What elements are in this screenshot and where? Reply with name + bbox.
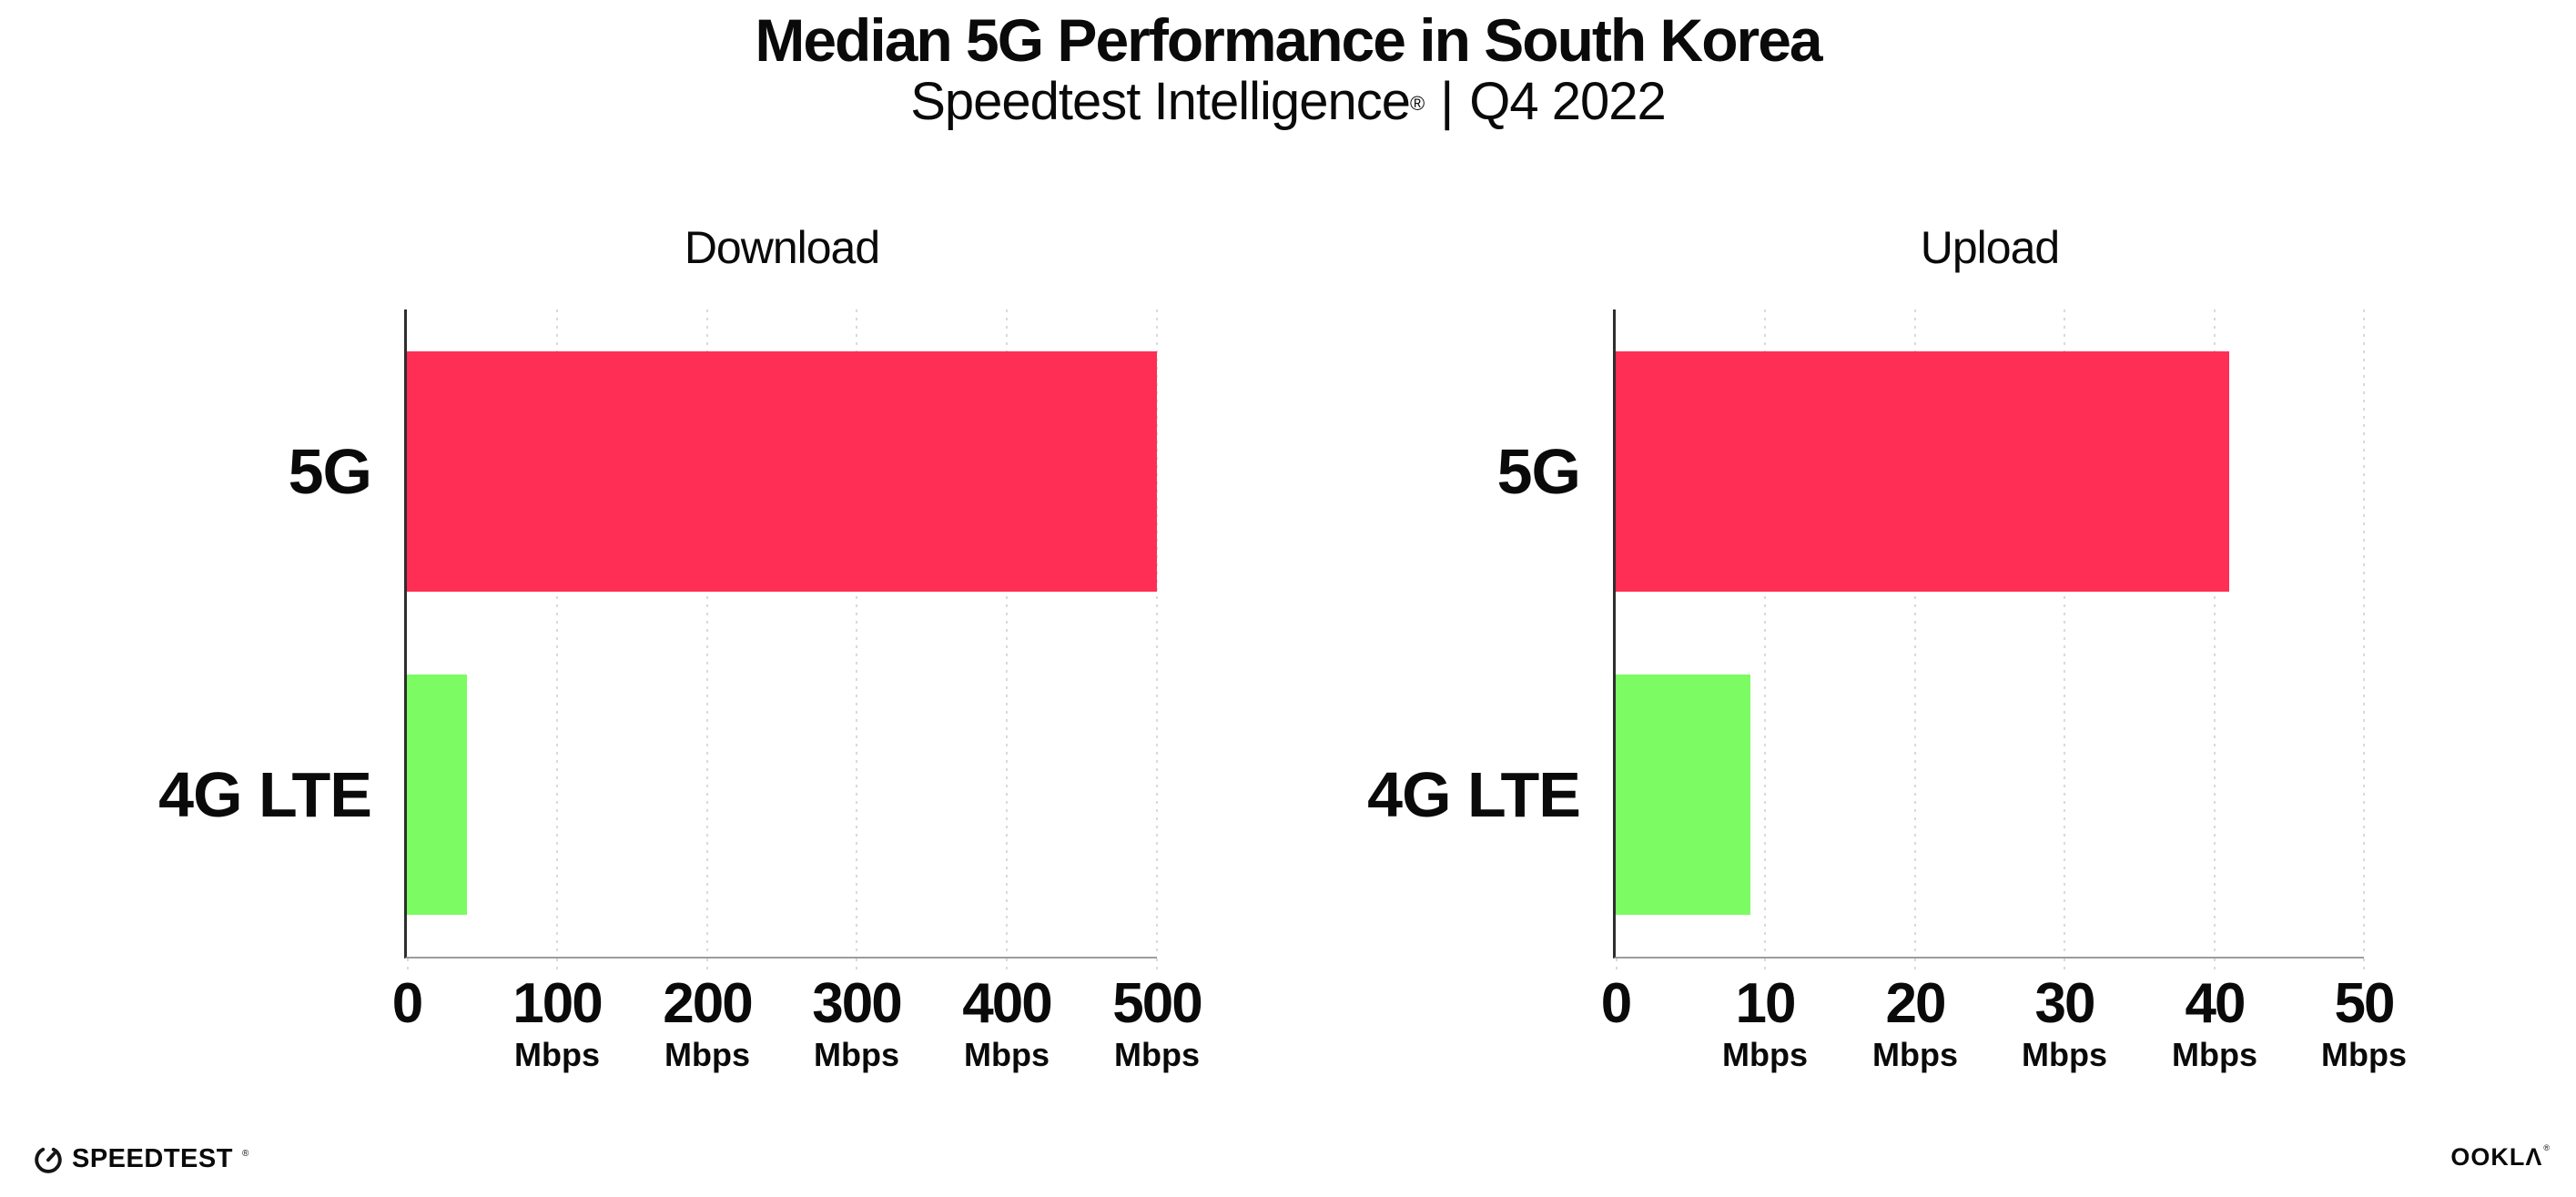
category-label-upload-5g: 5G	[1496, 436, 1581, 507]
page-subtitle: Speedtest Intelligence® | Q4 2022	[0, 75, 2576, 129]
tick-mark-upload-10	[1764, 959, 1766, 969]
tick-mark-download-200	[706, 959, 708, 969]
xtick-value: 200	[663, 972, 753, 1035]
gridline-download-500	[1156, 309, 1158, 957]
tick-mark-download-300	[856, 959, 857, 969]
category-label-download-5g: 5G	[288, 436, 372, 507]
speedtest-wordmark: SPEEDTEST	[72, 1143, 233, 1173]
speedtest-gauge-icon	[35, 1147, 62, 1173]
xtick-value: 50	[2334, 972, 2396, 1035]
speedtest-logo: SPEEDTEST ®	[33, 1143, 248, 1174]
xtick-unit: Mbps	[2022, 1036, 2107, 1073]
gridline-download-300	[856, 309, 857, 957]
tick-mark-upload-0	[1616, 959, 1618, 969]
bar-download-4g-lte	[407, 675, 467, 915]
registered-mark-icon: ®	[1409, 92, 1425, 115]
tick-mark-download-400	[1006, 959, 1008, 969]
gridline-upload-20	[1914, 309, 1916, 957]
xtick-value: 300	[812, 972, 902, 1035]
tick-mark-download-0	[407, 959, 409, 969]
xtick-unit: Mbps	[1114, 1036, 1200, 1073]
tick-mark-upload-30	[2064, 959, 2065, 969]
subtitle-separator: |	[1440, 72, 1454, 131]
tick-mark-download-100	[556, 959, 558, 969]
chart-title-download: Download	[684, 222, 880, 273]
xtick-unit: Mbps	[1872, 1036, 1958, 1073]
tick-mark-upload-40	[2214, 959, 2216, 969]
xtick-value: 100	[512, 972, 603, 1035]
xtick-upload-40: 40 Mbps	[2115, 974, 2315, 1074]
tick-mark-download-500	[1156, 959, 1158, 969]
bar-upload-5g	[1616, 351, 2229, 592]
xtick-download-400: 400 Mbps	[907, 974, 1107, 1074]
page-title: Median 5G Performance in South Korea	[755, 6, 1822, 74]
xtick-download-300: 300 Mbps	[756, 974, 957, 1074]
plot-download	[404, 309, 1158, 969]
bar-download-5g	[407, 351, 1157, 592]
xtick-value: 20	[1885, 972, 1947, 1035]
xtick-unit: Mbps	[2321, 1036, 2407, 1073]
ookla-registered-mark-icon: ®	[2543, 1143, 2550, 1152]
ookla-logo: OOKLΛ ®	[2450, 1143, 2550, 1172]
gridline-download-400	[1006, 309, 1008, 957]
header: Median 5G Performance in South Korea Spe…	[0, 9, 2576, 129]
gridline-upload-30	[2064, 309, 2065, 957]
xtick-unit: Mbps	[2172, 1036, 2257, 1073]
xtick-download-200: 200 Mbps	[607, 974, 807, 1074]
bar-upload-4g-lte	[1616, 675, 1750, 915]
gridline-download-100	[556, 309, 558, 957]
xtick-value: 0	[1600, 972, 1632, 1035]
xtick-upload-50: 50 Mbps	[2264, 974, 2464, 1074]
xtick-value: 500	[1112, 972, 1202, 1035]
ookla-wordmark: OOKLΛ	[2450, 1143, 2543, 1171]
speedtest-registered-mark-icon: ®	[241, 1148, 249, 1159]
gridline-upload-40	[2214, 309, 2216, 957]
xtick-value: 10	[1735, 972, 1797, 1035]
subtitle-brand: Speedtest Intelligence	[910, 72, 1411, 131]
xtick-value: 30	[2034, 972, 2096, 1035]
xtick-download-500: 500 Mbps	[1057, 974, 1257, 1074]
chart-title-upload: Upload	[1920, 222, 2060, 273]
xtick-value: 40	[2185, 972, 2246, 1035]
xtick-upload-20: 20 Mbps	[1815, 974, 2015, 1074]
gridline-upload-50	[2363, 309, 2365, 957]
subtitle-period: Q4 2022	[1469, 72, 1667, 131]
xtick-unit: Mbps	[514, 1036, 600, 1073]
xtick-download-100: 100 Mbps	[457, 974, 657, 1074]
xtick-upload-10: 10 Mbps	[1665, 974, 1865, 1074]
xtick-unit: Mbps	[664, 1036, 750, 1073]
tick-mark-upload-20	[1914, 959, 1916, 969]
tick-mark-upload-50	[2363, 959, 2365, 969]
xtick-unit: Mbps	[1722, 1036, 1808, 1073]
xtick-unit: Mbps	[964, 1036, 1050, 1073]
xtick-upload-30: 30 Mbps	[1964, 974, 2165, 1074]
gridline-upload-10	[1764, 309, 1766, 957]
xtick-value: 400	[962, 972, 1052, 1035]
xtick-value: 0	[391, 972, 423, 1035]
xtick-unit: Mbps	[814, 1036, 899, 1073]
gridline-download-200	[706, 309, 708, 957]
plot-upload	[1613, 309, 2365, 969]
category-label-download-4g-lte: 4G LTE	[158, 759, 372, 830]
category-label-upload-4g-lte: 4G LTE	[1367, 759, 1581, 830]
